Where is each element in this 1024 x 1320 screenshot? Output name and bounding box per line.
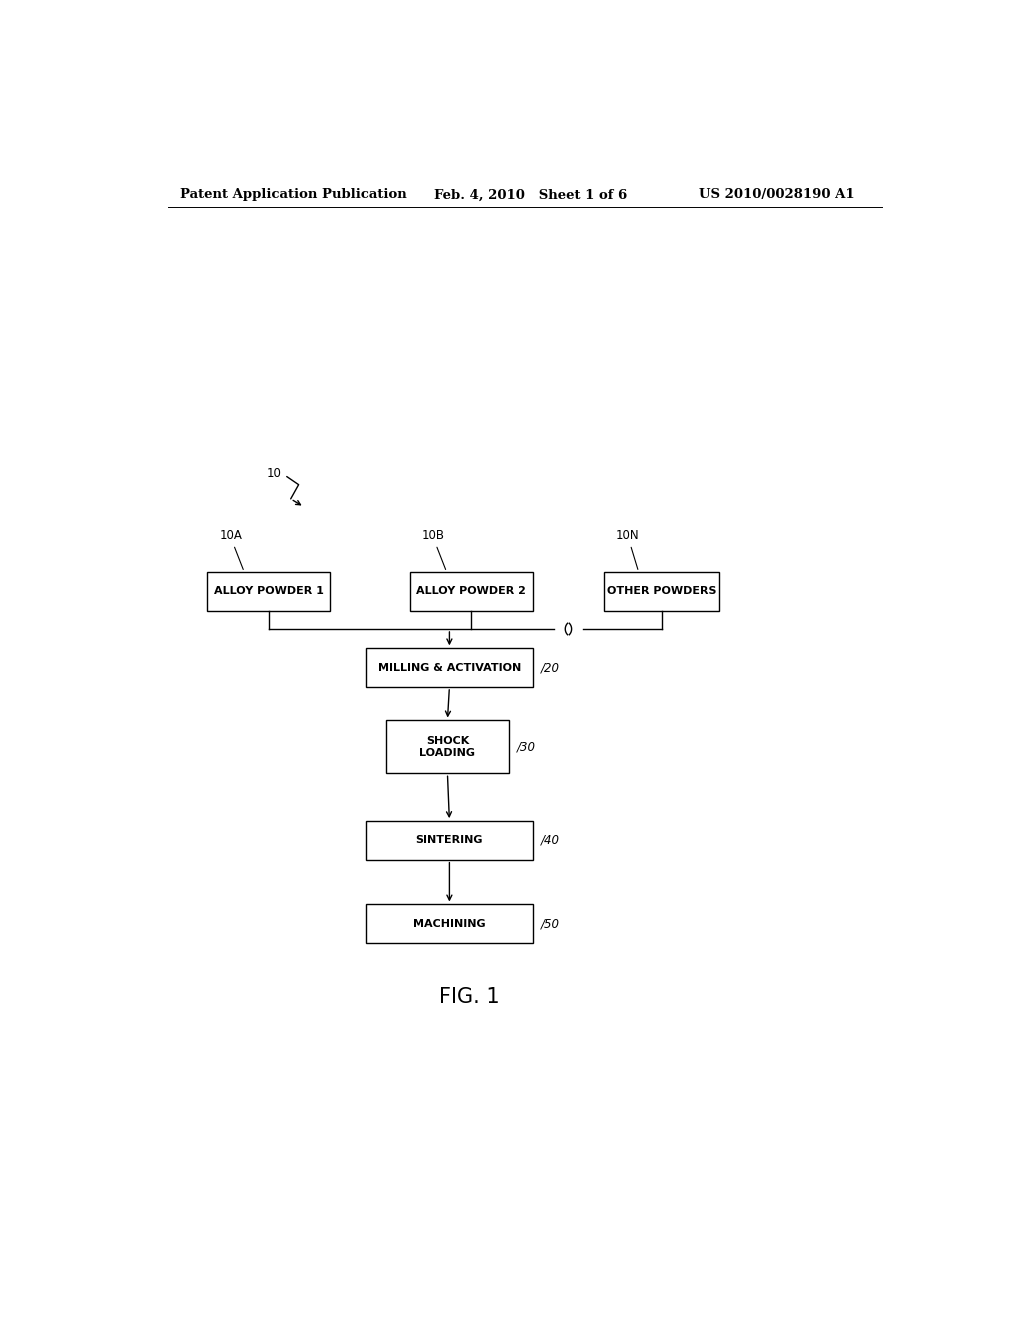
Bar — [410, 572, 532, 611]
Bar — [367, 821, 532, 859]
Text: OTHER POWDERS: OTHER POWDERS — [607, 586, 717, 597]
Text: /30: /30 — [517, 741, 536, 754]
Text: Patent Application Publication: Patent Application Publication — [179, 189, 407, 202]
Bar — [367, 648, 532, 686]
Text: SHOCK
LOADING: SHOCK LOADING — [420, 737, 475, 758]
Text: US 2010/0028190 A1: US 2010/0028190 A1 — [699, 189, 855, 202]
Text: 10N: 10N — [616, 528, 640, 541]
Text: FIG. 1: FIG. 1 — [439, 987, 500, 1007]
Text: /20: /20 — [541, 661, 560, 675]
Text: Feb. 4, 2010   Sheet 1 of 6: Feb. 4, 2010 Sheet 1 of 6 — [433, 189, 627, 202]
Text: ALLOY POWDER 2: ALLOY POWDER 2 — [417, 586, 526, 597]
Text: ALLOY POWDER 1: ALLOY POWDER 1 — [214, 586, 324, 597]
Bar — [207, 572, 331, 611]
Text: /50: /50 — [541, 917, 560, 931]
Bar — [604, 572, 719, 611]
Bar — [386, 721, 509, 774]
Text: 10A: 10A — [219, 528, 242, 541]
Text: MILLING & ACTIVATION: MILLING & ACTIVATION — [378, 663, 521, 673]
Text: 10B: 10B — [422, 528, 444, 541]
Text: /40: /40 — [541, 834, 560, 847]
Text: SINTERING: SINTERING — [416, 836, 483, 845]
Bar — [367, 904, 532, 942]
Text: 10: 10 — [267, 467, 282, 480]
Text: MACHINING: MACHINING — [413, 919, 485, 929]
